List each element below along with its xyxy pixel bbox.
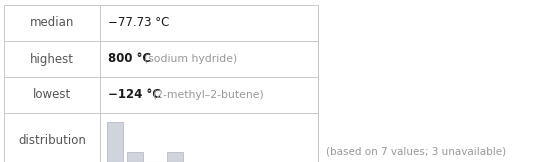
Bar	[167, 152, 183, 162]
Text: (sodium hydride): (sodium hydride)	[144, 54, 237, 64]
Text: median: median	[30, 17, 74, 29]
Bar	[127, 152, 143, 162]
Text: distribution: distribution	[18, 133, 86, 146]
Text: (based on 7 values; 3 unavailable): (based on 7 values; 3 unavailable)	[326, 147, 506, 157]
Text: 800 °C: 800 °C	[108, 52, 151, 65]
Text: highest: highest	[30, 52, 74, 65]
Text: (2-methyl–2-butene): (2-methyl–2-butene)	[152, 90, 264, 100]
Bar	[107, 122, 123, 162]
Text: −124 °C: −124 °C	[108, 88, 161, 102]
Text: −77.73 °C: −77.73 °C	[108, 17, 169, 29]
Text: lowest: lowest	[33, 88, 71, 102]
Bar	[4, 5, 318, 162]
